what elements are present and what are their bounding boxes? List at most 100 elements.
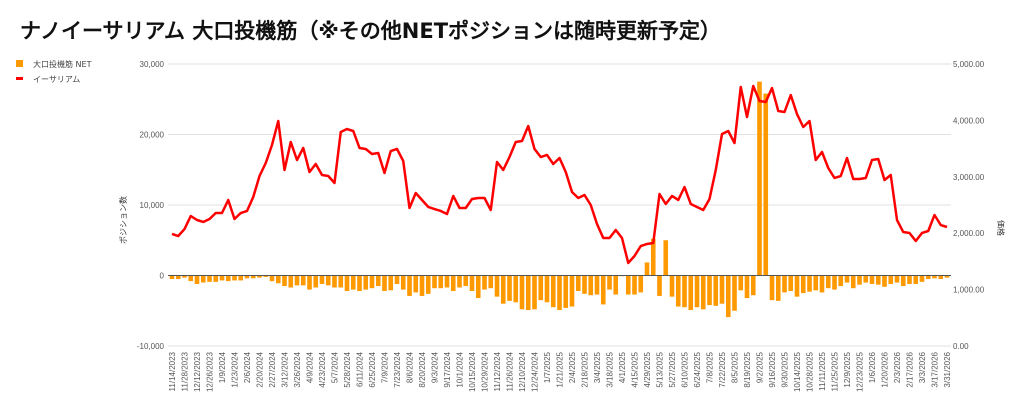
net-bar — [175, 275, 181, 280]
net-bar — [875, 275, 881, 285]
net-bar — [832, 275, 837, 290]
x-tick-label: 1/7/2025 — [543, 351, 552, 383]
net-bar — [363, 275, 369, 290]
net-bar — [544, 275, 550, 303]
net-bar — [244, 275, 250, 279]
net-bar — [663, 240, 669, 276]
net-bar — [650, 238, 656, 276]
x-tick-label: 5/27/2025 — [668, 351, 677, 387]
x-tick-label: 2/4/2025 — [568, 351, 577, 383]
x-tick-label: 9/3/2024 — [431, 351, 440, 383]
x-tick-label: 2/20/2024 — [256, 351, 265, 387]
y-right-tick-label: 2,000.00 — [953, 229, 985, 238]
y-right-tick-label: 4,000.00 — [953, 116, 985, 125]
net-bar — [388, 275, 394, 291]
x-tick-label: 7/9/2024 — [381, 351, 390, 383]
net-bar — [913, 275, 919, 284]
net-bar — [482, 275, 487, 290]
x-tick-label: 11/14/2023 — [168, 351, 177, 391]
x-tick-label: 6/10/2025 — [681, 351, 690, 387]
net-bar — [400, 275, 406, 290]
y-left-tick-label: 20,000 — [140, 131, 165, 140]
x-tick-label: 6/25/2024 — [368, 351, 377, 387]
x-tick-label: 10/14/2025 — [793, 351, 802, 392]
net-bar — [394, 275, 400, 284]
x-tick-label: 3/17/2026 — [931, 351, 940, 387]
net-bar — [882, 275, 887, 287]
x-tick-label: 4/23/2024 — [318, 351, 327, 387]
net-bar — [500, 275, 506, 304]
net-bar — [707, 275, 712, 306]
net-bar — [607, 275, 612, 290]
net-bar — [794, 275, 800, 297]
net-bar — [675, 275, 681, 307]
net-bar — [825, 275, 831, 289]
x-tick-label: 4/9/2024 — [306, 351, 315, 383]
x-tick-label: 3/12/2024 — [281, 351, 290, 387]
net-bar — [338, 275, 344, 288]
y-right-tick-label: 1,000.00 — [953, 286, 985, 295]
net-bar — [725, 275, 731, 318]
x-tick-label: 3/26/2024 — [293, 351, 302, 387]
net-bar — [844, 275, 850, 283]
net-bar — [732, 275, 737, 311]
x-tick-label: 4/15/2025 — [631, 351, 640, 387]
net-bar — [744, 275, 750, 299]
x-tick-label: 10/29/2024 — [481, 351, 490, 392]
net-bar — [250, 275, 256, 279]
net-bar — [350, 275, 356, 290]
x-tick-label: 7/23/2024 — [393, 351, 402, 387]
y-right-axis-title: 価格 — [996, 220, 1006, 236]
x-tick-label: 10/28/2025 — [806, 351, 815, 392]
net-bar — [319, 275, 325, 284]
x-tick-label: 3/3/2026 — [918, 351, 927, 383]
net-bar — [282, 275, 287, 287]
net-bar — [632, 275, 637, 295]
y-left-tick-label: 30,000 — [140, 60, 165, 69]
price-line — [171, 84, 948, 265]
net-bar — [169, 275, 175, 280]
x-tick-label: 9/30/2025 — [781, 351, 790, 387]
net-bar — [425, 275, 431, 294]
net-bar — [907, 275, 912, 284]
net-bar — [682, 275, 687, 308]
net-bar — [657, 275, 662, 296]
x-tick-label: 12/24/2024 — [531, 351, 540, 392]
net-bar — [575, 275, 581, 292]
net-bar — [850, 275, 856, 289]
x-tick-label: 11/28/2023 — [181, 351, 190, 391]
y-right-tick-label: 5,000.00 — [953, 60, 985, 69]
x-tick-label: 4/1/2025 — [618, 351, 627, 383]
x-tick-label: 1/23/2024 — [231, 351, 240, 387]
net-bar — [688, 275, 694, 311]
net-bar — [369, 275, 375, 289]
y-right-tick-label: 0.00 — [953, 342, 969, 351]
net-bar — [669, 275, 675, 297]
x-tick-label: 10/15/2024 — [468, 351, 477, 392]
net-bar — [275, 275, 281, 284]
y-right-tick-label: 3,000.00 — [953, 173, 985, 182]
x-tick-label: 11/12/2024 — [493, 351, 502, 391]
net-bar — [569, 275, 575, 307]
net-bar — [382, 275, 387, 292]
x-tick-label: 8/20/2024 — [418, 351, 427, 387]
net-bar — [263, 275, 269, 277]
x-tick-label: 12/12/2023 — [193, 351, 202, 392]
net-bar — [444, 275, 450, 288]
net-bar — [700, 275, 706, 310]
net-bar — [550, 275, 556, 308]
net-bar — [919, 275, 925, 282]
net-bar — [194, 275, 200, 284]
x-tick-label: 4/29/2025 — [643, 351, 652, 387]
x-tick-label: 3/4/2025 — [593, 351, 602, 383]
x-tick-label: 2/17/2026 — [906, 351, 915, 387]
legend: 大口投機筋 NET イーサリアム — [16, 59, 92, 84]
legend-swatch-net — [16, 60, 23, 67]
net-bar — [900, 275, 906, 287]
y-left-tick-label: -10,000 — [137, 342, 165, 351]
x-tick-label: 9/17/2024 — [443, 351, 452, 387]
x-tick-label: 12/9/2025 — [843, 351, 852, 387]
net-bar — [307, 275, 312, 290]
net-bar — [757, 81, 762, 276]
net-bar — [594, 275, 600, 295]
